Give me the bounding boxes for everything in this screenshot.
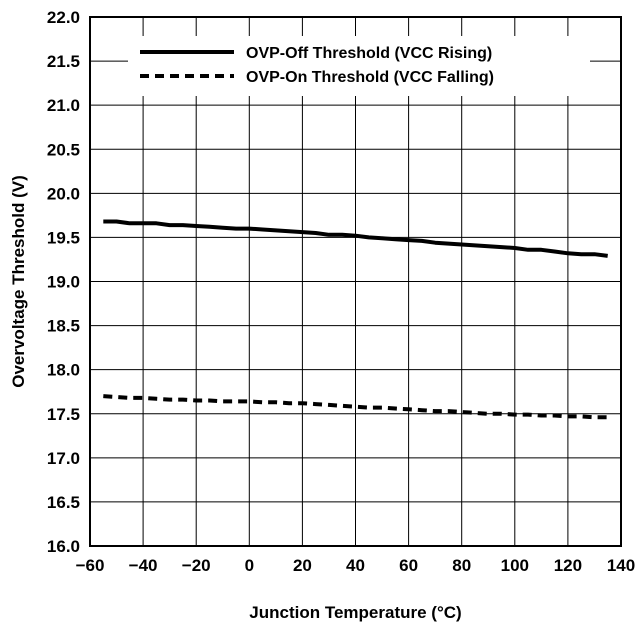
legend-background [128, 36, 590, 96]
x-tick-label: 80 [452, 556, 471, 575]
y-tick-label: 21.0 [47, 96, 80, 115]
x-tick-label: 40 [346, 556, 365, 575]
y-tick-label: 18.0 [47, 361, 80, 380]
y-tick-label: 19.5 [47, 228, 80, 247]
x-tick-label: 0 [245, 556, 254, 575]
y-tick-label: 18.5 [47, 317, 80, 336]
y-tick-label: 21.5 [47, 52, 80, 71]
series-line-1 [103, 394, 608, 420]
x-tick-label: 20 [293, 556, 312, 575]
y-tick-label: 22.0 [47, 8, 80, 27]
y-tick-label: 16.5 [47, 493, 80, 512]
plot-frame [89, 16, 622, 547]
y-tick-label: 16.0 [47, 537, 80, 556]
y-tick-label: 19.0 [47, 273, 80, 292]
x-tick-label: −40 [129, 556, 158, 575]
series-line-0 [103, 219, 608, 258]
x-tick-label: 140 [607, 556, 635, 575]
series-lines [103, 219, 608, 420]
x-tick-label: 60 [399, 556, 418, 575]
y-tick-label: 17.5 [47, 405, 80, 424]
y-tick-label: 20.5 [47, 140, 80, 159]
x-tick-label: 100 [501, 556, 529, 575]
x-axis-title: Junction Temperature (°C) [249, 603, 461, 622]
y-tick-label: 17.0 [47, 449, 80, 468]
legend: OVP-Off Threshold (VCC Rising) OVP-On Th… [128, 36, 590, 96]
y-tick-label: 20.0 [47, 184, 80, 203]
x-tick-label: −20 [182, 556, 211, 575]
y-axis-title: Overvoltage Threshold (V) [9, 175, 28, 388]
x-tick-label: −60 [76, 556, 105, 575]
legend-label-ovp-off: OVP-Off Threshold (VCC Rising) [246, 45, 492, 62]
tick-labels: −60 −40 −20 0 20 40 60 80 100 120 140 16.0 16.5 17.0 1… [47, 8, 635, 575]
legend-label-ovp-on: OVP-On Threshold (VCC Falling) [246, 69, 494, 86]
grid [89, 16, 622, 547]
x-tick-label: 120 [554, 556, 582, 575]
